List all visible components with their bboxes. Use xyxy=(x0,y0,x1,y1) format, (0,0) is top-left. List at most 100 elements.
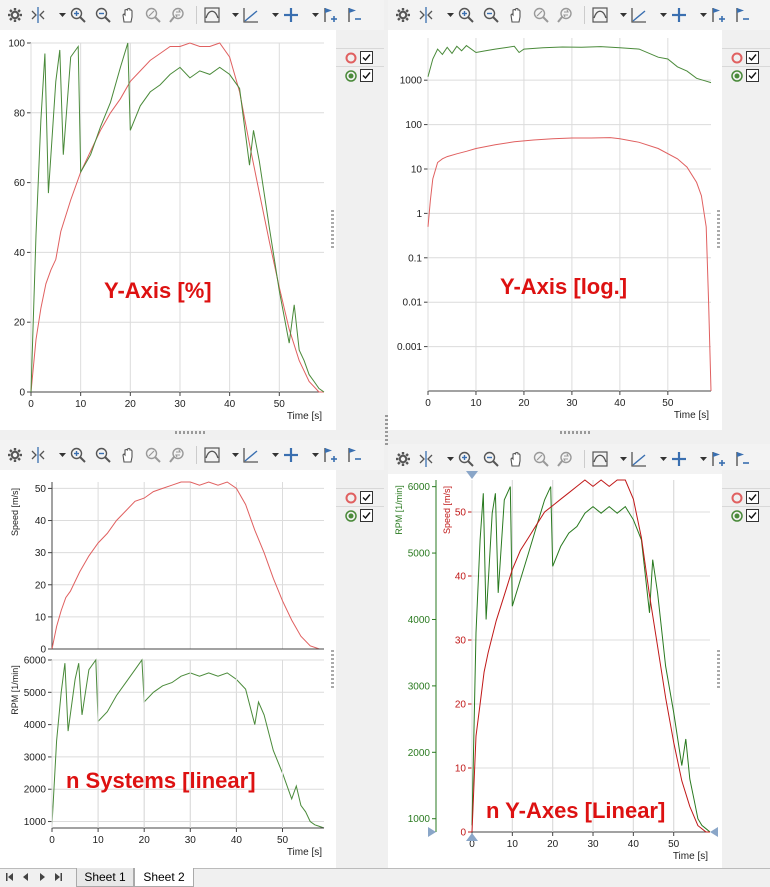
legend-row-rpm[interactable] xyxy=(722,506,770,524)
axis-icon[interactable] xyxy=(629,6,649,24)
chart-type-icon[interactable] xyxy=(202,446,222,464)
chevron-down-icon[interactable] xyxy=(271,8,279,22)
chevron-down-icon[interactable] xyxy=(446,8,454,22)
axis-icon[interactable] xyxy=(629,450,649,468)
zoom-out-icon[interactable] xyxy=(93,446,113,464)
zoom-history-icon[interactable] xyxy=(556,6,576,24)
legend-bottom-right xyxy=(717,470,770,868)
crosshair-icon[interactable] xyxy=(669,6,689,24)
visibility-checkbox[interactable] xyxy=(746,491,759,504)
splitter-grip[interactable] xyxy=(331,650,334,690)
visibility-checkbox[interactable] xyxy=(360,51,373,64)
splitter-grip[interactable] xyxy=(717,650,720,690)
chevron-down-icon[interactable] xyxy=(699,8,707,22)
crosshair-icon[interactable] xyxy=(281,6,301,24)
chevron-down-icon[interactable] xyxy=(231,448,239,462)
chart-type-icon[interactable] xyxy=(590,450,610,468)
zoom-out-icon[interactable] xyxy=(93,6,113,24)
crosshair-icon[interactable] xyxy=(281,446,301,464)
flag-add-icon[interactable] xyxy=(320,6,340,24)
legend-row-rpm[interactable] xyxy=(336,66,384,84)
gear-icon[interactable] xyxy=(5,6,25,24)
cursor-icon[interactable] xyxy=(416,450,436,468)
flag-add-icon[interactable] xyxy=(320,446,340,464)
tab-sheet-2[interactable]: Sheet 2 xyxy=(134,868,194,887)
y-tick-label: 0.1 xyxy=(408,253,422,264)
zoom-history-icon[interactable] xyxy=(168,6,188,24)
visibility-checkbox[interactable] xyxy=(746,51,759,64)
legend-row-speed[interactable] xyxy=(336,48,384,66)
splitter-grip-h[interactable] xyxy=(175,431,207,434)
legend-row-speed[interactable] xyxy=(722,488,770,506)
x-tick-label: 0 xyxy=(425,398,431,409)
pan-hand-icon[interactable] xyxy=(506,450,526,468)
chevron-down-icon[interactable] xyxy=(446,452,454,466)
splitter-grip-h[interactable] xyxy=(560,431,592,434)
zoom-history-icon[interactable] xyxy=(556,450,576,468)
zoom-reset-icon[interactable] xyxy=(143,6,163,24)
rpm-tick-label: 5000 xyxy=(408,549,431,560)
chart-type-icon[interactable] xyxy=(202,6,222,24)
flag-add-icon[interactable] xyxy=(708,450,728,468)
visibility-checkbox[interactable] xyxy=(746,509,759,522)
zoom-reset-icon[interactable] xyxy=(531,6,551,24)
chevron-down-icon[interactable] xyxy=(311,8,319,22)
gear-icon[interactable] xyxy=(5,446,25,464)
circle-filled-icon xyxy=(345,510,357,522)
chevron-down-icon[interactable] xyxy=(231,8,239,22)
pan-hand-icon[interactable] xyxy=(118,446,138,464)
visibility-checkbox[interactable] xyxy=(360,491,373,504)
flag-add-icon[interactable] xyxy=(708,6,728,24)
splitter-grip-v[interactable] xyxy=(385,415,388,445)
cursor-icon[interactable] xyxy=(416,6,436,24)
gear-icon[interactable] xyxy=(393,450,413,468)
flag-remove-icon[interactable] xyxy=(732,6,752,24)
flag-remove-icon[interactable] xyxy=(344,6,364,24)
toolbar-bottom-left xyxy=(0,440,384,470)
flag-remove-icon[interactable] xyxy=(344,446,364,464)
zoom-in-icon[interactable] xyxy=(456,450,476,468)
tab-sheet-1[interactable]: Sheet 1 xyxy=(76,868,134,887)
legend-row-speed[interactable] xyxy=(722,48,770,66)
nav-last-icon[interactable] xyxy=(52,871,64,883)
axis-icon[interactable] xyxy=(241,446,261,464)
nav-prev-icon[interactable] xyxy=(20,871,32,883)
cursor-icon[interactable] xyxy=(28,6,48,24)
visibility-checkbox[interactable] xyxy=(360,69,373,82)
zoom-out-icon[interactable] xyxy=(481,6,501,24)
zoom-in-icon[interactable] xyxy=(68,6,88,24)
rpm-tick-label: 1000 xyxy=(408,814,431,825)
chevron-down-icon[interactable] xyxy=(58,448,66,462)
legend-row-rpm[interactable] xyxy=(336,506,384,524)
pan-hand-icon[interactable] xyxy=(118,6,138,24)
splitter-grip[interactable] xyxy=(717,210,720,250)
gear-icon[interactable] xyxy=(393,6,413,24)
zoom-reset-icon[interactable] xyxy=(531,450,551,468)
chart-type-icon[interactable] xyxy=(590,6,610,24)
nav-next-icon[interactable] xyxy=(36,871,48,883)
zoom-out-icon[interactable] xyxy=(481,450,501,468)
chevron-down-icon[interactable] xyxy=(619,452,627,466)
flag-remove-icon[interactable] xyxy=(732,450,752,468)
cursor-icon[interactable] xyxy=(28,446,48,464)
legend-row-speed[interactable] xyxy=(336,488,384,506)
chevron-down-icon[interactable] xyxy=(311,448,319,462)
visibility-checkbox[interactable] xyxy=(746,69,759,82)
chevron-down-icon[interactable] xyxy=(699,452,707,466)
zoom-history-icon[interactable] xyxy=(168,446,188,464)
chevron-down-icon[interactable] xyxy=(271,448,279,462)
chevron-down-icon[interactable] xyxy=(659,452,667,466)
chevron-down-icon[interactable] xyxy=(58,8,66,22)
zoom-reset-icon[interactable] xyxy=(143,446,163,464)
visibility-checkbox[interactable] xyxy=(360,509,373,522)
chevron-down-icon[interactable] xyxy=(659,8,667,22)
nav-first-icon[interactable] xyxy=(4,871,16,883)
zoom-in-icon[interactable] xyxy=(456,6,476,24)
pan-hand-icon[interactable] xyxy=(506,6,526,24)
crosshair-icon[interactable] xyxy=(669,450,689,468)
legend-row-rpm[interactable] xyxy=(722,66,770,84)
zoom-in-icon[interactable] xyxy=(68,446,88,464)
splitter-grip[interactable] xyxy=(331,210,334,250)
chevron-down-icon[interactable] xyxy=(619,8,627,22)
axis-icon[interactable] xyxy=(241,6,261,24)
